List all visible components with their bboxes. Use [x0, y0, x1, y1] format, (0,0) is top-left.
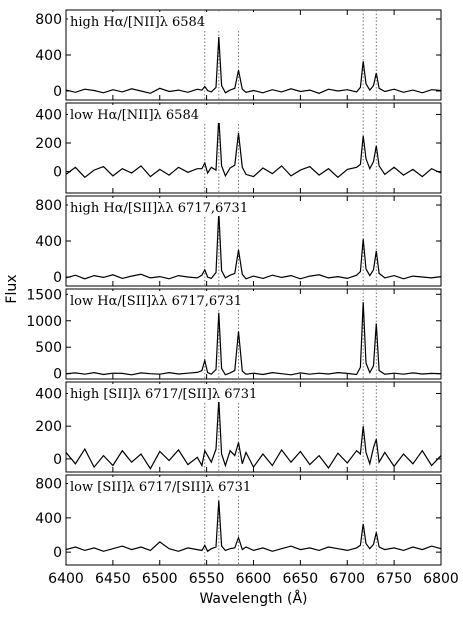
y-axis-label: Flux — [4, 274, 20, 303]
x-tick-label: 6400 — [48, 571, 84, 587]
y-tick-label: 400 — [35, 386, 62, 402]
label-bg — [68, 291, 258, 309]
y-tick-label: 0 — [53, 84, 62, 100]
y-tick-label: 1000 — [26, 314, 62, 330]
label-bg — [68, 198, 258, 216]
y-tick-label: 400 — [35, 511, 62, 527]
y-tick-label: 400 — [35, 234, 62, 250]
y-tick-label: 500 — [35, 340, 62, 356]
x-tick-label: 6650 — [283, 571, 319, 587]
x-tick-label: 6700 — [329, 571, 365, 587]
panel-label: high Hα/[SII]λλ 6717,6731 — [70, 201, 248, 216]
x-tick-label: 6750 — [376, 571, 412, 587]
y-tick-label: 1500 — [26, 287, 62, 303]
label-bg — [68, 105, 258, 123]
x-axis-label: Wavelength (Å) — [199, 590, 307, 607]
y-tick-label: 800 — [35, 477, 62, 493]
label-bg — [68, 477, 258, 495]
panel-label: low [SII]λ 6717/[SII]λ 6731 — [70, 480, 251, 495]
spectrum-line — [65, 399, 442, 470]
spectrum-line — [65, 212, 442, 280]
spectrum-line — [65, 302, 442, 376]
y-tick-label: 0 — [53, 545, 62, 561]
panel-label: high Hα/[NII]λ 6584 — [70, 15, 205, 30]
y-tick-label: 0 — [53, 270, 62, 286]
spectrum-line — [65, 500, 442, 553]
panel-label: high [SII]λ 6717/[SII]λ 6731 — [70, 387, 257, 402]
x-tick-label: 6500 — [142, 571, 178, 587]
x-tick-label: 6550 — [189, 571, 225, 587]
spectrum-line — [65, 36, 442, 94]
y-tick-label: 800 — [35, 198, 62, 214]
y-tick-label: 0 — [53, 165, 62, 181]
y-tick-label: 200 — [35, 419, 62, 435]
y-tick-label: 800 — [35, 12, 62, 28]
spectrum-line — [65, 117, 442, 179]
panel-label: low Hα/[NII]λ 6584 — [70, 108, 199, 123]
label-bg — [68, 12, 258, 30]
y-tick-label: 400 — [35, 107, 62, 123]
y-tick-label: 0 — [53, 452, 62, 468]
label-bg — [68, 384, 258, 402]
y-tick-label: 400 — [35, 48, 62, 64]
x-tick-label: 6600 — [236, 571, 272, 587]
x-tick-label: 6450 — [95, 571, 131, 587]
y-tick-label: 0 — [53, 367, 62, 383]
panel-label: low Hα/[SII]λλ 6717,6731 — [70, 294, 242, 309]
y-tick-label: 200 — [35, 136, 62, 152]
x-tick-label: 6800 — [423, 571, 459, 587]
